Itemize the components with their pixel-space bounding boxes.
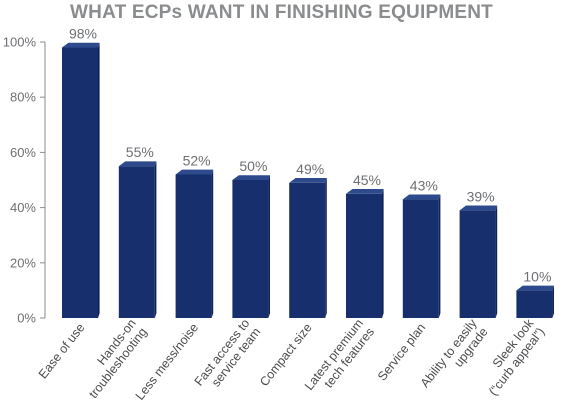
bars-layer — [62, 42, 554, 319]
category-label: Service plan — [375, 321, 428, 384]
value-label: 50% — [239, 158, 267, 174]
bar-side-face — [495, 205, 498, 318]
bar-side-face — [438, 194, 441, 318]
bar-side-face — [154, 161, 157, 318]
bar-top — [346, 189, 384, 194]
category-label-line: Ease of use — [36, 321, 88, 382]
category-label: Ease of use — [36, 321, 88, 382]
bar-front — [459, 210, 496, 318]
bar-side-face — [325, 177, 327, 318]
y-tick-label: 60% — [10, 145, 36, 160]
y-tick-label: 20% — [10, 255, 36, 270]
bar-top — [516, 285, 554, 291]
bar-side-face — [382, 189, 384, 318]
bar — [175, 169, 214, 318]
y-tick-label: 40% — [10, 200, 36, 215]
value-label: 55% — [126, 144, 154, 160]
bar-top — [118, 161, 157, 167]
bar-front — [289, 182, 326, 318]
bar-side-face — [552, 285, 554, 318]
bar — [516, 285, 554, 318]
bar-top — [402, 194, 441, 200]
bar-top — [175, 169, 214, 175]
bar — [289, 177, 327, 318]
axis-layer: 0% 20% 40% 60% 80% 100% — [3, 35, 46, 326]
category-label: Sleek look(“curb appeal”) — [486, 316, 548, 398]
value-label: 49% — [296, 161, 324, 177]
bar — [232, 175, 270, 318]
value-label: 45% — [353, 172, 381, 188]
value-label: 43% — [410, 177, 438, 193]
bar-top — [232, 175, 270, 180]
y-tick-label: 100% — [3, 35, 37, 50]
y-tick-label: 80% — [10, 90, 36, 105]
value-label: 98% — [69, 26, 97, 42]
bar-top — [62, 42, 100, 48]
bar — [62, 42, 100, 319]
bar-front — [346, 193, 382, 318]
value-label: 52% — [183, 152, 211, 168]
value-label: 10% — [523, 268, 551, 284]
bar-side-face — [268, 175, 270, 318]
value-label: 39% — [467, 188, 495, 204]
bar — [459, 205, 498, 318]
y-tick-label: 0% — [17, 311, 36, 326]
bar — [402, 194, 441, 318]
bar-top — [459, 205, 498, 211]
bar-top — [289, 177, 327, 183]
bar — [118, 161, 157, 318]
bar-front — [118, 166, 155, 318]
bar — [346, 189, 384, 318]
bar-front — [516, 290, 553, 318]
bar-side-face — [98, 42, 100, 318]
category-label-line: Service plan — [375, 321, 428, 384]
bar-front — [402, 199, 439, 318]
chart-title: WHAT ECPs WANT IN FINISHING EQUIPMENT — [70, 2, 493, 23]
bar-front — [62, 47, 98, 319]
bar-side-face — [211, 169, 214, 318]
bar-front — [175, 174, 212, 318]
bar-front — [232, 180, 269, 318]
